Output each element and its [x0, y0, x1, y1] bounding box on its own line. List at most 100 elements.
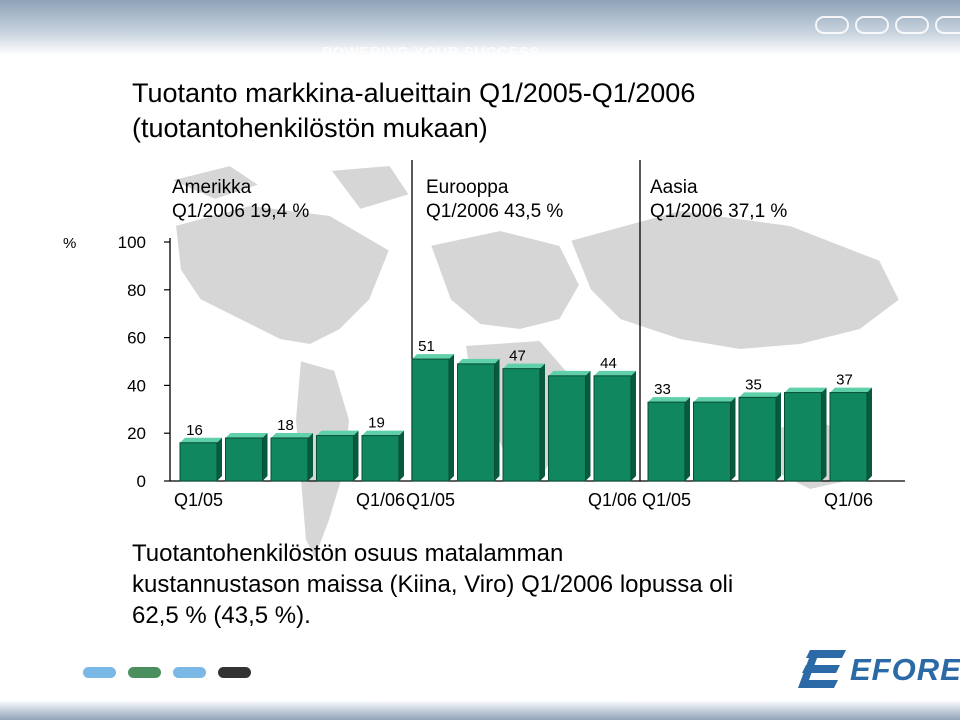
- bar: [411, 358, 450, 482]
- bar-top: [457, 358, 500, 364]
- footer-bar: [0, 700, 960, 720]
- bar: [457, 363, 495, 482]
- bar-side: [217, 437, 222, 481]
- header-oval: [855, 16, 889, 34]
- header-ovals: [815, 16, 960, 34]
- bar: [548, 375, 586, 482]
- y-axis-unit: %: [63, 235, 76, 252]
- bar: [593, 375, 632, 482]
- bar-side: [776, 392, 781, 481]
- x-tick-label: Q1/05: [406, 490, 455, 510]
- bar-side: [631, 370, 636, 481]
- efore-logo-icon: [798, 650, 846, 688]
- y-tick-label: 0: [137, 472, 146, 491]
- bar-side: [585, 370, 591, 481]
- bar-value-label: 51: [418, 338, 435, 355]
- bar: [502, 368, 541, 482]
- bar-value-label: 18: [277, 417, 294, 434]
- bar-side: [262, 432, 268, 481]
- x-tick-label: Q1/06: [356, 490, 405, 510]
- header-bar: POWERING YOUR SUCCESS: [0, 0, 960, 61]
- pill: [218, 667, 251, 678]
- x-tick-label: Q1/05: [174, 490, 223, 510]
- region-header-eurooppa: Eurooppa Q1/2006 43,5 %: [426, 176, 563, 224]
- bar-side: [685, 397, 690, 481]
- world-map-background: [166, 163, 902, 563]
- caption-line-2: kustannustason maissa (Kiina, Viro) Q1/2…: [132, 571, 734, 598]
- region-name: Aasia: [650, 177, 698, 198]
- bar-top: [693, 397, 736, 403]
- bar-side: [308, 432, 313, 481]
- bar-top: [412, 354, 454, 360]
- pill: [173, 667, 206, 678]
- title-line-2: (tuotantohenkilöstön mukaan): [132, 113, 488, 143]
- decorative-pills: [83, 667, 251, 678]
- caption-line-1: Tuotantohenkilöstön osuus matalamman: [132, 540, 564, 567]
- bar-side: [540, 363, 545, 481]
- bar: [270, 437, 309, 482]
- efore-logo: EFORE: [798, 648, 960, 692]
- bar-top: [316, 430, 359, 436]
- region-name: Eurooppa: [426, 177, 509, 198]
- map-landmass: [173, 203, 392, 347]
- bar-side: [867, 387, 872, 481]
- x-tick-label: Q1/06: [588, 490, 637, 510]
- map-landmass: [428, 228, 582, 332]
- region-name: Amerikka: [172, 177, 252, 198]
- bar-value-label: 47: [509, 348, 526, 365]
- header-oval: [895, 16, 929, 34]
- bar: [647, 401, 686, 482]
- bar-side: [353, 430, 359, 481]
- bar-top: [739, 392, 781, 398]
- x-tick-label: Q1/06: [824, 490, 873, 510]
- bar-top: [594, 370, 636, 376]
- bar-value-label: 35: [745, 376, 762, 393]
- bar-top: [784, 387, 827, 393]
- bar-value-label: 16: [186, 422, 203, 439]
- bar-top: [830, 387, 872, 393]
- caption-line-3: 62,5 % (43,5 %).: [132, 602, 311, 629]
- caption: Tuotantohenkilöstön osuus matalamman kus…: [132, 538, 932, 631]
- y-tick-label: 100: [118, 233, 146, 252]
- region-share: Q1/2006 37,1 %: [650, 201, 788, 222]
- header-oval: [935, 16, 960, 34]
- bar-top: [648, 397, 690, 403]
- bar-value-label: 19: [368, 415, 385, 432]
- bar-value-label: 37: [836, 372, 853, 389]
- map-landmass: [166, 163, 263, 202]
- region-header-amerikka: Amerikka Q1/2006 19,4 %: [172, 176, 309, 224]
- pill: [83, 667, 116, 678]
- region-share: Q1/2006 43,5 %: [426, 201, 564, 222]
- y-tick-label: 60: [127, 329, 146, 348]
- tagline: POWERING YOUR SUCCESS: [322, 44, 540, 61]
- bar: [179, 442, 218, 482]
- bar-side: [399, 430, 404, 481]
- bar-top: [180, 437, 222, 443]
- efore-logo-text: EFORE: [850, 652, 960, 687]
- bar-top: [503, 363, 545, 369]
- map-landmass: [568, 208, 902, 352]
- header-oval: [815, 16, 849, 34]
- bar-side: [449, 354, 454, 481]
- bar: [693, 401, 731, 482]
- bar-value-label: 44: [600, 355, 617, 372]
- y-tick-label: 20: [127, 424, 146, 443]
- x-tick-label: Q1/05: [642, 490, 691, 510]
- bar: [225, 437, 263, 482]
- bar-side: [494, 358, 500, 481]
- bar: [784, 392, 822, 482]
- bar-top: [548, 370, 591, 376]
- bar-side: [821, 387, 827, 481]
- bar-top: [225, 432, 268, 438]
- bar: [829, 392, 868, 482]
- pill: [128, 667, 161, 678]
- bar-value-label: 33: [654, 381, 671, 398]
- region-share: Q1/2006 19,4 %: [172, 201, 310, 222]
- title-line-1: Tuotanto markkina-alueittain Q1/2005-Q1/…: [132, 78, 696, 108]
- y-tick-label: 80: [127, 281, 146, 300]
- bar: [316, 435, 354, 482]
- bar: [738, 396, 777, 482]
- bar-top: [271, 432, 313, 438]
